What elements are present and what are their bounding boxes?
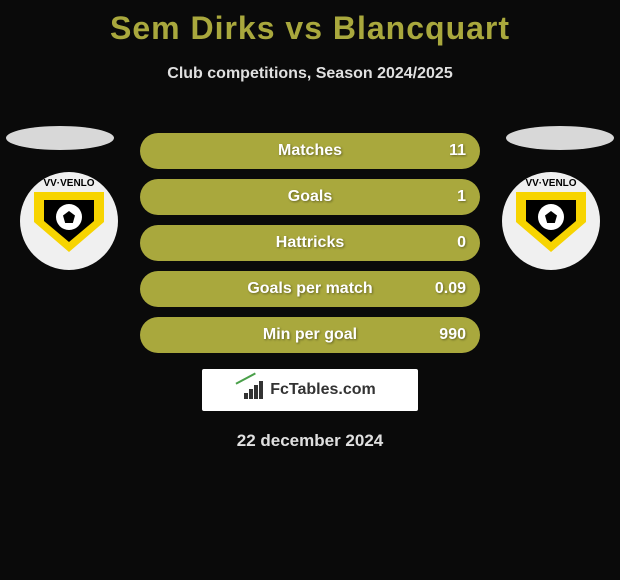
player-ellipse-right: [506, 126, 614, 150]
season-subtitle: Club competitions, Season 2024/2025: [0, 65, 620, 83]
stat-row: Hattricks 0: [140, 225, 480, 261]
club-logo-text-right: VV·VENLO: [502, 178, 600, 189]
stat-value: 1: [457, 188, 466, 206]
chart-icon: [244, 381, 264, 399]
stat-label: Goals per match: [247, 280, 372, 298]
stat-label: Hattricks: [276, 234, 344, 252]
stat-value: 0: [457, 234, 466, 252]
stat-row: Goals per match 0.09: [140, 271, 480, 307]
stat-label: Matches: [278, 142, 342, 160]
club-shield-icon: [34, 192, 104, 262]
watermark-text: FcTables.com: [270, 381, 376, 399]
stat-value: 11: [449, 142, 466, 160]
footer-date: 22 december 2024: [0, 431, 620, 451]
club-logo-text-left: VV·VENLO: [20, 178, 118, 189]
page-title: Sem Dirks vs Blancquart: [0, 0, 620, 47]
stat-row: Matches 11: [140, 133, 480, 169]
stat-row: Goals 1: [140, 179, 480, 215]
club-logo-left: VV·VENLO: [20, 172, 118, 270]
stat-label: Min per goal: [263, 326, 357, 344]
stat-row: Min per goal 990: [140, 317, 480, 353]
stat-value: 990: [439, 326, 466, 344]
stat-label: Goals: [288, 188, 332, 206]
watermark-badge: FcTables.com: [202, 369, 418, 411]
stats-container: Matches 11 Goals 1 Hattricks 0 Goals per…: [140, 133, 480, 353]
player-ellipse-left: [6, 126, 114, 150]
club-shield-icon: [516, 192, 586, 262]
stat-value: 0.09: [435, 280, 466, 298]
club-logo-right: VV·VENLO: [502, 172, 600, 270]
